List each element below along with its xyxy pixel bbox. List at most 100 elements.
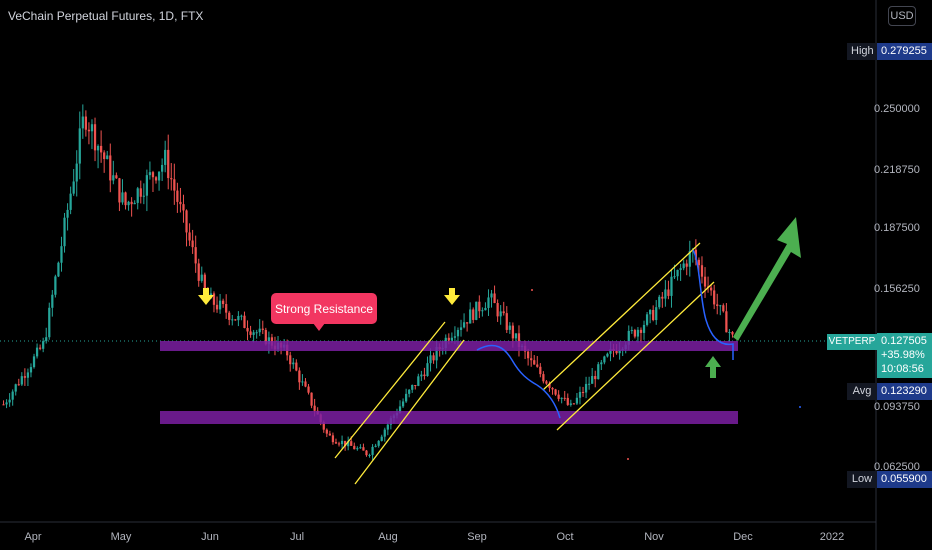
chart-title: VeChain Perpetual Futures, 1D, FTX — [8, 9, 204, 23]
candle-body — [136, 188, 139, 203]
candle-body — [420, 374, 423, 377]
candle-body — [267, 337, 270, 345]
x-tick: Oct — [556, 531, 574, 543]
candle-body — [545, 381, 548, 384]
candle-body — [609, 348, 612, 354]
candle-body — [505, 313, 508, 330]
candle-body — [527, 351, 530, 359]
candle-body — [337, 443, 341, 445]
candle-body — [481, 310, 484, 312]
candle-body — [673, 276, 676, 278]
candle-body — [142, 195, 145, 197]
candle-body — [713, 290, 716, 305]
candle-body — [572, 403, 575, 405]
candle-body — [536, 364, 539, 367]
up-arrow-icon — [705, 356, 721, 378]
candle-body — [578, 391, 582, 398]
candle-body — [405, 393, 408, 402]
candle-body — [228, 312, 231, 320]
candle-body — [603, 356, 606, 363]
candle-body — [456, 329, 460, 337]
candle-body — [658, 296, 661, 308]
strong-resistance-callout[interactable]: Strong Resistance — [271, 293, 377, 324]
candle-body — [72, 181, 75, 194]
candle-body — [243, 315, 246, 328]
y-tick: 0.250000 — [874, 103, 920, 115]
candle-body — [255, 332, 258, 334]
candle-body — [514, 333, 518, 339]
candle-body — [258, 328, 261, 333]
candle-body — [548, 383, 551, 388]
candle-body — [191, 240, 194, 248]
y-tick: 0.187500 — [874, 222, 920, 234]
candle-body — [212, 293, 216, 305]
candle-body — [377, 440, 380, 446]
candle-body — [374, 445, 377, 447]
candle-body — [432, 355, 435, 361]
down-arrow-icon — [444, 288, 460, 305]
candle-body — [63, 217, 66, 247]
candle-body — [502, 311, 505, 314]
candle-body — [103, 152, 106, 160]
support-zone[interactable] — [160, 411, 738, 424]
candle-body — [710, 287, 713, 291]
candle-body — [87, 129, 91, 132]
avg-label: Avg — [847, 383, 877, 400]
candle-body — [511, 325, 514, 339]
y-tick: 0.218750 — [874, 164, 920, 176]
candle-body — [606, 353, 609, 357]
candle-body — [344, 440, 347, 447]
candle-body — [435, 346, 438, 361]
candle-body — [539, 366, 542, 375]
bar-countdown: 10:08:56 — [881, 363, 924, 375]
low-value: 0.055900 — [877, 471, 932, 488]
candle-body — [588, 383, 591, 385]
candles — [2, 104, 734, 460]
candle-body — [60, 246, 63, 263]
candle-body — [139, 188, 142, 197]
candle-body — [423, 374, 426, 377]
currency-button[interactable]: USD — [888, 6, 916, 26]
candle-body — [222, 300, 225, 305]
candle-body — [429, 355, 432, 364]
candle-body — [35, 347, 39, 357]
candle-body — [661, 296, 664, 299]
candle-body — [96, 145, 100, 151]
candle-body — [597, 364, 600, 380]
y-tick: 0.156250 — [874, 283, 920, 295]
parallel-channel-1[interactable] — [334, 321, 465, 485]
candle-body — [371, 446, 374, 455]
candle-body — [645, 314, 649, 325]
candle-body — [642, 324, 646, 333]
y-tick: 0.062500 — [874, 461, 920, 473]
candle-body — [508, 325, 511, 330]
candle-body — [447, 337, 450, 341]
candle-body — [179, 201, 182, 205]
candle-body — [627, 330, 630, 345]
candle-body — [148, 172, 152, 176]
candle-body — [584, 383, 588, 393]
avg-value: 0.123290 — [877, 383, 932, 400]
candle-body — [496, 303, 499, 317]
candle-body — [26, 372, 30, 378]
candle-body — [569, 403, 572, 405]
resistance-zone[interactable] — [160, 341, 738, 351]
candle-body — [716, 304, 719, 306]
candle-body — [618, 349, 621, 354]
candle-body — [694, 249, 697, 260]
candle-body — [203, 274, 206, 291]
candle-body — [5, 402, 8, 405]
price-change: +35.98% — [881, 349, 925, 361]
candle-body — [325, 429, 328, 434]
candle-body — [487, 297, 490, 308]
candle-body — [301, 381, 304, 383]
candle-body — [557, 394, 560, 399]
parallel-channel-2[interactable] — [542, 242, 715, 431]
candle-body — [594, 376, 597, 380]
candle-body — [75, 163, 78, 182]
candle-body — [2, 404, 5, 406]
x-tick: Nov — [644, 531, 664, 543]
projection-arrow-icon[interactable] — [733, 217, 801, 341]
candle-body — [722, 305, 725, 312]
